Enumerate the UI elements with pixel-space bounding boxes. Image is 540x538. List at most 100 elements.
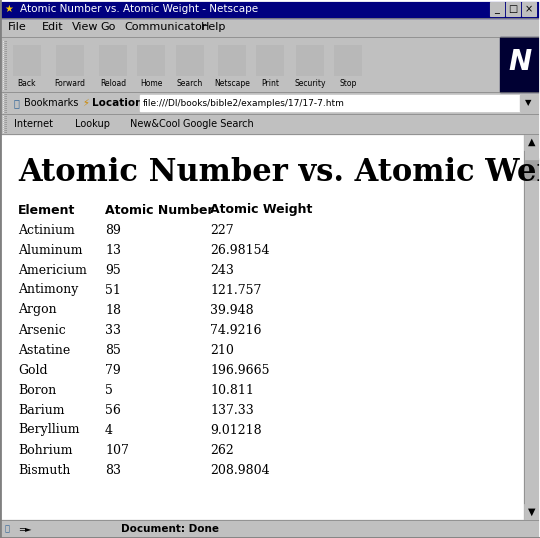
Bar <box>520 95 536 111</box>
Bar <box>390 521 410 537</box>
Bar <box>522 2 536 16</box>
Bar <box>490 2 504 16</box>
Text: ▲: ▲ <box>528 137 536 147</box>
Text: 5: 5 <box>105 384 113 397</box>
Text: 10.811: 10.811 <box>210 384 254 397</box>
Bar <box>0 114 540 134</box>
Bar <box>140 95 520 111</box>
Text: Bohrium: Bohrium <box>18 443 72 457</box>
Text: 196.9665: 196.9665 <box>210 364 269 377</box>
Text: 208.9804: 208.9804 <box>210 464 269 477</box>
Text: 243: 243 <box>210 264 234 277</box>
Bar <box>0 18 540 37</box>
Text: Reload: Reload <box>100 80 126 88</box>
Text: Atomic Number vs. Atomic Weight - Netscape: Atomic Number vs. Atomic Weight - Netsca… <box>20 4 258 14</box>
Bar <box>524 134 540 520</box>
Text: ⚡: ⚡ <box>82 98 89 108</box>
Text: 262: 262 <box>210 443 234 457</box>
Bar <box>480 521 500 537</box>
Bar <box>218 45 246 76</box>
Text: Document: Done: Document: Done <box>121 524 219 534</box>
Bar <box>360 521 380 537</box>
Text: 13: 13 <box>105 244 121 257</box>
Text: Boron: Boron <box>18 384 56 397</box>
Text: Internet: Internet <box>14 119 53 129</box>
Text: Back: Back <box>18 80 36 88</box>
Text: 39.948: 39.948 <box>210 303 254 316</box>
Text: 4: 4 <box>105 423 113 436</box>
Text: Go: Go <box>100 23 116 32</box>
Text: 210: 210 <box>210 343 234 357</box>
Text: ▼: ▼ <box>528 507 536 517</box>
Text: View: View <box>72 23 98 32</box>
Text: 74.9216: 74.9216 <box>210 323 261 336</box>
Bar <box>524 134 540 150</box>
Text: Antimony: Antimony <box>18 284 78 296</box>
Text: Actinium: Actinium <box>18 223 75 237</box>
Text: 56: 56 <box>105 404 121 416</box>
Bar <box>13 45 41 76</box>
Text: 107: 107 <box>105 443 129 457</box>
Text: Lookup: Lookup <box>75 119 110 129</box>
Text: New&Cool: New&Cool <box>130 119 180 129</box>
Bar <box>0 134 524 520</box>
Text: Home: Home <box>140 80 162 88</box>
Text: Location:: Location: <box>92 98 147 108</box>
Text: Aluminum: Aluminum <box>18 244 83 257</box>
Text: 79: 79 <box>105 364 121 377</box>
Bar <box>0 37 540 92</box>
Text: 137.33: 137.33 <box>210 404 254 416</box>
Bar <box>296 45 324 76</box>
Text: 51: 51 <box>105 284 121 296</box>
Text: 85: 85 <box>105 343 121 357</box>
Text: 🔖: 🔖 <box>14 98 20 108</box>
Text: Search: Search <box>177 80 203 88</box>
Text: 33: 33 <box>105 323 121 336</box>
Text: 26.98154: 26.98154 <box>210 244 269 257</box>
Bar <box>524 504 540 520</box>
Text: Bismuth: Bismuth <box>18 464 70 477</box>
Text: Netscape: Netscape <box>214 80 250 88</box>
Bar <box>420 521 440 537</box>
Text: Communicator: Communicator <box>124 23 206 32</box>
Text: Security: Security <box>294 80 326 88</box>
Text: 83: 83 <box>105 464 121 477</box>
Text: Help: Help <box>201 23 226 32</box>
Bar <box>256 45 284 76</box>
Text: 9.01218: 9.01218 <box>210 423 261 436</box>
Text: Gold: Gold <box>18 364 48 377</box>
Text: Forward: Forward <box>55 80 85 88</box>
Text: =►: =► <box>18 525 31 534</box>
Text: File: File <box>8 23 27 32</box>
Text: 89: 89 <box>105 223 121 237</box>
Text: _: _ <box>495 4 500 14</box>
Text: Arsenic: Arsenic <box>18 323 66 336</box>
Text: 227: 227 <box>210 223 234 237</box>
Bar <box>334 45 362 76</box>
Text: Astatine: Astatine <box>18 343 70 357</box>
Bar <box>450 521 470 537</box>
Bar <box>525 160 539 180</box>
Bar <box>506 2 520 16</box>
Text: 95: 95 <box>105 264 121 277</box>
Bar <box>0 92 540 114</box>
Text: 🖥: 🖥 <box>5 525 10 534</box>
Text: Barium: Barium <box>18 404 64 416</box>
Bar <box>330 521 350 537</box>
Bar <box>137 45 165 76</box>
Text: Edit: Edit <box>42 23 64 32</box>
Bar <box>176 45 204 76</box>
Bar <box>99 45 127 76</box>
Text: Print: Print <box>261 80 279 88</box>
Text: Argon: Argon <box>18 303 57 316</box>
Text: ★: ★ <box>4 4 13 14</box>
Bar <box>56 45 84 76</box>
Text: file:///DI/books/bible2/examples/17/17-7.htm: file:///DI/books/bible2/examples/17/17-7… <box>143 98 345 108</box>
Text: □: □ <box>508 4 518 14</box>
Text: Beryllium: Beryllium <box>18 423 79 436</box>
Text: Element: Element <box>18 203 76 216</box>
Text: Google Search: Google Search <box>183 119 254 129</box>
Text: Stop: Stop <box>339 80 357 88</box>
Bar <box>0 0 540 18</box>
Text: Atomic Number: Atomic Number <box>105 203 214 216</box>
